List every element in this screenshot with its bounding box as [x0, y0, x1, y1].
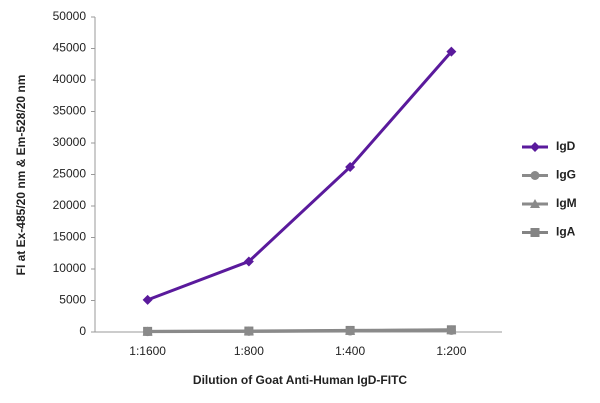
legend-label: IgA [556, 225, 576, 239]
data-point [244, 326, 254, 336]
y-tick-label: 30000 [53, 135, 87, 149]
legend-marker [530, 199, 540, 208]
data-point [142, 294, 153, 305]
y-tick-label: 45000 [53, 41, 87, 55]
x-axis-title: Dilution of Goat Anti-Human IgD-FITC [193, 373, 408, 387]
x-tick-label: 1:800 [234, 344, 264, 358]
y-axis-title: FI at Ex-485/20 nm & Em-528/20 nm [14, 75, 28, 276]
x-tick-label: 1:400 [335, 344, 365, 358]
y-tick-label: 40000 [53, 72, 87, 86]
data-point [446, 46, 457, 57]
x-tick-label: 1:1600 [129, 344, 166, 358]
data-point [345, 161, 356, 172]
y-tick-label: 20000 [53, 198, 87, 212]
legend-label: IgM [556, 196, 577, 210]
data-point [345, 326, 355, 336]
legend-label: IgG [556, 168, 576, 182]
legend-label: IgD [556, 139, 576, 153]
data-point [446, 325, 456, 335]
y-tick-label: 25000 [53, 167, 87, 181]
data-point [143, 327, 153, 337]
x-tick-label: 1:200 [436, 344, 466, 358]
y-tick-label: 50000 [53, 9, 87, 23]
legend-marker [530, 171, 540, 180]
y-tick-label: 10000 [53, 261, 87, 275]
data-point [243, 256, 254, 267]
y-tick-label: 5000 [59, 293, 86, 307]
y-tick-label: 35000 [53, 104, 87, 118]
y-tick-label: 15000 [53, 230, 87, 244]
series-line [147, 328, 452, 334]
y-tick-label: 0 [79, 324, 86, 338]
series-line [147, 50, 453, 302]
legend-marker [530, 228, 540, 237]
legend-marker [530, 142, 540, 152]
